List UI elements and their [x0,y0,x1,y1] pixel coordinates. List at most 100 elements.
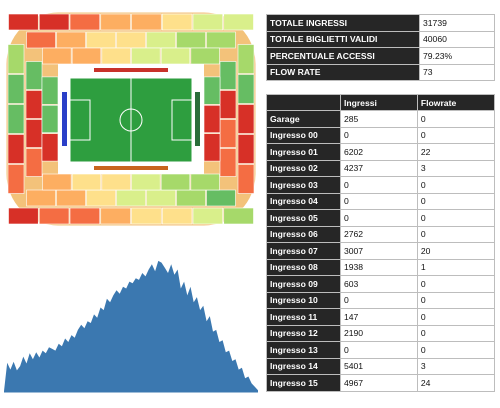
seat-block [206,31,236,49]
seat-block [7,74,25,104]
seat-block [38,207,70,225]
gate-flowrate: 0 [416,225,496,243]
seat-block [100,207,131,225]
seat-block [7,44,25,74]
header-blank [266,94,341,111]
pitch-penalty-area-left [69,99,91,141]
gate-name: Ingresso 11 [266,308,341,326]
gate-name: Ingresso 00 [266,126,341,144]
gate-ingressi: 0 [339,209,418,227]
summary-value: 79.23% [419,47,495,65]
seat-block [219,119,237,148]
seat-block [56,31,86,49]
seat-block [8,207,39,225]
gate-name: Ingresso 09 [266,275,341,293]
table-row: Ingresso 02 4237 3 [266,159,496,177]
gate-name: Garage [266,110,341,128]
seat-block [26,189,56,207]
gate-ingressi: 5401 [339,357,418,375]
seat-block [237,104,255,134]
summary-row: FLOW RATE 73 [266,63,495,81]
seat-block [237,44,255,74]
seat-block [131,13,162,31]
seat-block [190,173,220,191]
gate-flowrate: 3 [416,159,496,177]
seat-block [7,164,25,194]
table-row: Ingresso 15 4967 24 [266,374,496,392]
seat-block [116,31,146,49]
gate-name: Ingresso 03 [266,176,341,194]
gate-ingressi: 6202 [339,143,418,161]
seat-block [41,76,59,105]
seat-block [192,207,224,225]
seat-block [219,90,237,119]
seat-block [223,13,254,31]
seat-block [203,133,221,162]
gate-flowrate: 0 [416,291,496,309]
seat-block [237,74,255,104]
seat-block [71,173,102,191]
flow-area-series [4,260,258,392]
seat-block [131,173,161,191]
gate-name: Ingresso 01 [266,143,341,161]
summary-label: FLOW RATE [266,63,420,81]
seat-block [101,173,131,191]
table-row: Ingresso 12 2190 0 [266,324,496,342]
gate-flowrate: 0 [416,110,496,128]
summary-value: 31739 [419,14,495,32]
gate-name: Ingresso 13 [266,341,341,359]
gate-flowrate: 3 [416,357,496,375]
seat-block [69,207,101,225]
seat-block [86,31,116,49]
west-stand-marker [62,92,67,146]
gate-flowrate: 24 [416,374,496,392]
seat-block [56,189,86,207]
seat-block [25,148,43,177]
seat-block [190,47,220,65]
table-row: Ingresso 13 0 0 [266,341,496,359]
gate-ingressi: 2762 [339,225,418,243]
gate-flowrate: 0 [416,126,496,144]
table-row: Ingresso 06 2762 0 [266,225,496,243]
seat-block [203,105,221,134]
gates-table-header: Ingressi Flowrate [266,94,496,111]
seat-block [237,134,255,164]
summary-value: 73 [419,63,495,81]
gate-name: Ingresso 05 [266,209,341,227]
seat-block [176,189,206,207]
entry-flow-area-chart [4,260,258,393]
table-row: Ingresso 05 0 0 [266,209,496,227]
seat-block [160,47,191,65]
gate-ingressi: 3007 [339,242,418,260]
gate-ingressi: 4967 [339,374,418,392]
gate-name: Ingresso 06 [266,225,341,243]
south-stand-marker [94,166,168,170]
table-row: Ingresso 08 1938 1 [266,258,496,276]
seat-block [223,207,254,225]
pitch-penalty-area-right [171,99,193,141]
gate-flowrate: 0 [416,176,496,194]
gate-flowrate: 0 [416,192,496,210]
gate-name: Ingresso 15 [266,374,341,392]
north-stand-marker [94,68,168,72]
summary-row: PERCENTUALE ACCESSI 79.23% [266,47,495,65]
gate-flowrate: 0 [416,308,496,326]
seat-block [86,189,116,207]
stadium-heatmap [5,11,257,227]
table-row: Ingresso 03 0 0 [266,176,496,194]
seat-block [219,148,237,177]
gate-ingressi: 0 [339,192,418,210]
seat-block [71,47,102,65]
table-row: Ingresso 04 0 0 [266,192,496,210]
gate-ingressi: 0 [339,341,418,359]
gate-name: Ingresso 10 [266,291,341,309]
seat-block [7,134,25,164]
table-row: Ingresso 10 0 0 [266,291,496,309]
table-row: Ingresso 00 0 0 [266,126,496,144]
gate-flowrate: 0 [416,324,496,342]
table-row: Ingresso 14 5401 3 [266,357,496,375]
summary-row: TOTALE BIGLIETTI VALIDI 40060 [266,30,495,48]
table-row: Garage 285 0 [266,110,496,128]
summary-label: TOTALE INGRESSI [266,14,420,32]
seat-block [42,173,72,191]
